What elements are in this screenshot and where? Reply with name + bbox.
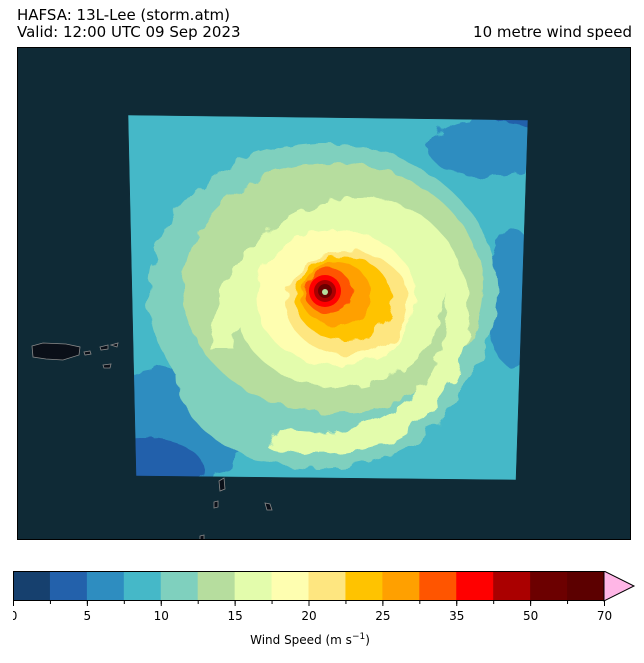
colorbar-segment <box>567 571 605 601</box>
colorbar-ticks: 0 5 10 15 20 25 35 50 70 <box>13 601 612 623</box>
colorbar-tick-label: 5 <box>84 609 92 623</box>
colorbar-segment <box>271 571 310 601</box>
puerto-rico-island <box>31 342 81 361</box>
island-small <box>102 363 112 369</box>
map-panel <box>17 47 631 540</box>
colorbar-segment <box>345 571 383 601</box>
wind-speed-map <box>18 48 630 539</box>
colorbar-label-suffix: ) <box>365 633 370 647</box>
map-title: HAFSA: 13L-Lee (storm.atm) Valid: 12:00 … <box>17 7 241 41</box>
colorbar-segment <box>123 571 162 601</box>
colorbar-label: Wind Speed (m s−1) <box>0 632 620 647</box>
colorbar-tick-label: 15 <box>227 609 242 623</box>
island-small <box>99 344 109 351</box>
colorbar-tick-label: 0 <box>13 609 17 623</box>
island-small <box>218 477 226 492</box>
colorbar: 0 5 10 15 20 25 35 50 70 <box>13 571 636 623</box>
colorbar-segment <box>419 571 457 601</box>
colorbar-segment <box>456 571 494 601</box>
colorbar-tick-label: 50 <box>523 609 538 623</box>
colorbar-segment <box>382 571 420 601</box>
colorbar-segment <box>197 571 236 601</box>
colorbar-tick-label: 35 <box>449 609 464 623</box>
colorbar-tick-label: 20 <box>301 609 316 623</box>
island-small <box>83 350 92 356</box>
colorbar-tick-label: 10 <box>154 609 169 623</box>
colorbar-tick-label: 25 <box>375 609 390 623</box>
colorbar-label-text: Wind Speed (m s <box>250 633 352 647</box>
island-small <box>213 500 219 509</box>
title-storm: HAFSA: 13L-Lee (storm.atm) <box>17 6 230 24</box>
colorbar-segment <box>13 571 51 601</box>
colorbar-segment <box>308 571 347 601</box>
title-valid-time: Valid: 12:00 UTC 09 Sep 2023 <box>17 23 241 41</box>
colorbar-segment <box>530 571 568 601</box>
colorbar-outline <box>13 571 605 601</box>
island-small <box>109 342 119 348</box>
colorbar-segment <box>49 571 88 601</box>
land-islands <box>31 342 273 539</box>
island-small <box>264 502 273 511</box>
colorbar-segment <box>234 571 273 601</box>
colorbar-segments <box>13 571 605 601</box>
colorbar-tick-label: 70 <box>597 609 612 623</box>
model-domain <box>128 115 528 480</box>
colorbar-label-exponent: −1 <box>351 632 366 642</box>
field-name: 10 metre wind speed <box>473 23 632 41</box>
colorbar-extend-arrow <box>603 571 636 602</box>
colorbar-segment <box>493 571 531 601</box>
island-small <box>199 534 205 539</box>
colorbar-segment <box>160 571 199 601</box>
colorbar-segment <box>86 571 125 601</box>
